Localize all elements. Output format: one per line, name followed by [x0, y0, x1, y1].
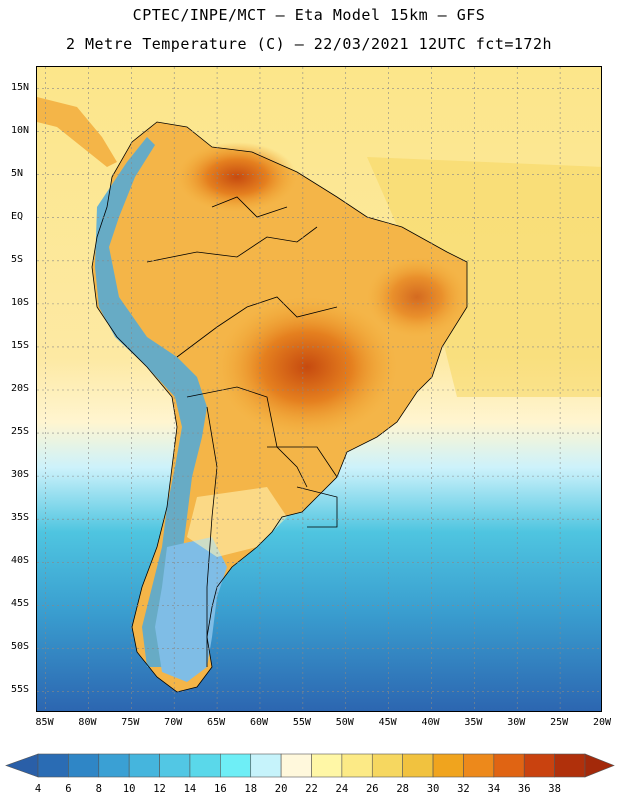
colorbar-tick-label: 18: [244, 783, 258, 795]
lon-tick-label: 75W: [121, 717, 140, 728]
colorbar-swatch: [523, 753, 555, 778]
colorbar-swatch: [493, 753, 525, 778]
hot-core-north: [177, 142, 297, 212]
colorbar-swatch: [554, 753, 586, 778]
colorbar-swatch: [311, 753, 343, 778]
lon-tick-label: 65W: [207, 717, 226, 728]
colorbar-tick-label: 12: [153, 783, 166, 795]
atlantic-warm-band: [367, 157, 601, 397]
lat-tick-label: 35S: [11, 512, 30, 524]
colorbar-swatch: [463, 753, 495, 778]
lat-lon-grid: [37, 67, 601, 711]
lat-tick-label: 30S: [11, 469, 30, 481]
lon-tick-label: 55W: [292, 717, 311, 728]
colorbar-swatch: [128, 753, 160, 778]
colorbar-tick-label: 22: [305, 783, 318, 795]
colorbar-swatch: [220, 753, 252, 778]
colorbar-tick-label: 8: [95, 783, 102, 795]
colorbar-tick-label: 24: [335, 783, 349, 795]
patagonia-cool: [155, 537, 227, 682]
colorbar-tick-label: 28: [396, 783, 409, 795]
colorbar-swatch: [341, 753, 373, 778]
colorbar-swatch: [98, 753, 130, 778]
colorbar-tick-label: 4: [34, 783, 42, 795]
lat-tick-label: 5S: [11, 253, 24, 265]
lat-tick-label: 45S: [11, 598, 30, 610]
colorbar-tick-label: 16: [214, 783, 227, 795]
lon-tick-label: 45W: [378, 717, 397, 728]
colorbar-swatch: [68, 753, 100, 778]
lon-tick-label: 40W: [421, 717, 440, 728]
map-canvas: [37, 67, 601, 711]
colorbar-low-arrow: [5, 753, 39, 778]
hot-core-northeast: [367, 257, 467, 337]
lon-tick-label: 50W: [335, 717, 354, 728]
argentina-mild-zone: [187, 487, 287, 557]
map-title-line1: CPTEC/INPE/MCT – Eta Model 15km – GFS: [132, 6, 486, 24]
colorbar-tick-label: 6: [65, 783, 72, 795]
lat-tick-label: 40S: [11, 555, 30, 567]
colorbar-tick-label: 38: [548, 783, 561, 795]
lon-tick-label: 80W: [78, 717, 97, 728]
map-title-line2: 2 Metre Temperature (C) – 22/03/2021 12U…: [65, 35, 553, 53]
temperature-colorbar: [5, 753, 615, 778]
colorbar-swatch: [371, 753, 403, 778]
temperature-map: [36, 66, 602, 712]
lon-tick-label: 20W: [592, 717, 612, 728]
andes-cold-strip: [95, 137, 207, 667]
colorbar-swatch: [189, 753, 221, 778]
colorbar-tick-label: 10: [122, 783, 136, 795]
lon-tick-label: 25W: [550, 717, 569, 728]
lon-tick-label: 35W: [464, 717, 483, 728]
colorbar-tick-label: 34: [487, 783, 501, 795]
colorbar-tick-label: 32: [457, 783, 470, 795]
central-america-land: [37, 97, 117, 167]
colorbar-tick-label: 14: [183, 783, 197, 795]
lat-tick-label: 15S: [11, 339, 30, 351]
colorbar-high-arrow: [584, 753, 615, 778]
lon-tick-label: 60W: [249, 717, 268, 728]
colorbar-swatch: [280, 753, 312, 778]
colorbar-swatch: [37, 753, 69, 778]
lat-tick-label: 50S: [11, 641, 30, 653]
colorbar-tick-label: 36: [517, 783, 531, 795]
colorbar-swatch: [159, 753, 191, 778]
lat-tick-label: 25S: [11, 426, 30, 438]
colorbar-swatch: [402, 753, 434, 778]
lat-tick-label: 15N: [11, 81, 30, 93]
lat-tick-label: 20S: [11, 383, 30, 394]
colorbar-swatch: [250, 753, 282, 778]
lat-tick-label: 10N: [11, 124, 30, 136]
lon-tick-label: 30W: [507, 717, 526, 728]
colorbar-tick-label: 26: [365, 783, 379, 795]
colorbar-swatch: [432, 753, 464, 778]
lon-tick-label: 85W: [35, 717, 54, 728]
lon-tick-label: 70W: [164, 717, 183, 728]
lat-tick-label: 5N: [11, 167, 24, 179]
country-borders: [91, 121, 468, 693]
lat-tick-label: 10S: [11, 296, 30, 308]
colorbar-tick-label: 20: [274, 783, 288, 795]
hot-core-brazil: [217, 297, 397, 437]
colorbar-tick-label: 30: [426, 783, 440, 795]
lat-tick-label: 55S: [11, 684, 30, 696]
lat-tick-label: EQ: [11, 210, 24, 222]
